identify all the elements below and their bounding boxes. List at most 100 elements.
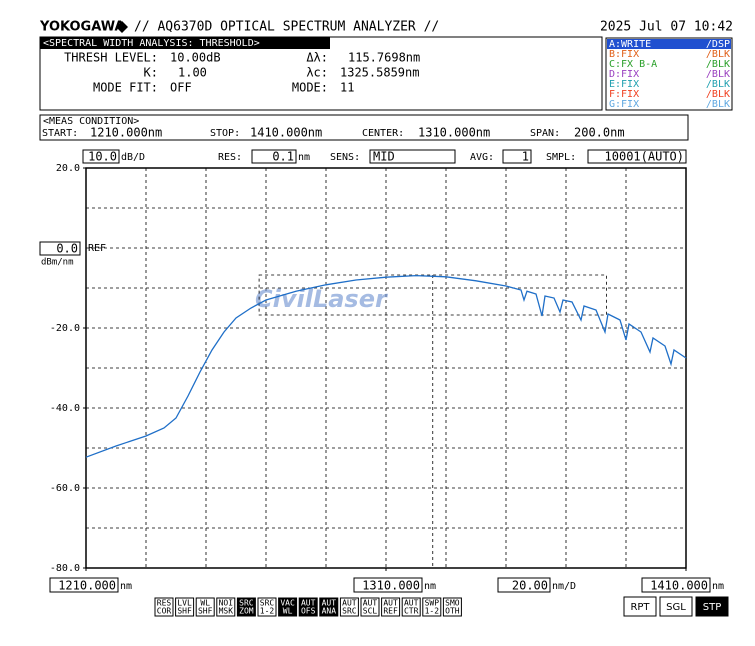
stop-box[interactable]: [641, 577, 711, 593]
softkey-label[interactable]: REF: [383, 607, 398, 616]
trace-state[interactable]: /BLK: [706, 99, 730, 110]
softkey[interactable]: [442, 597, 462, 617]
span-box[interactable]: [497, 577, 551, 593]
run-key[interactable]: [695, 596, 729, 617]
softkey-label[interactable]: AUT: [363, 599, 378, 608]
softkey-label[interactable]: LVL: [177, 599, 192, 608]
value: 200.0nm: [574, 126, 625, 140]
softkey-label[interactable]: AUT: [342, 599, 357, 608]
x-tick-label: 1310.000: [362, 579, 420, 593]
run-key[interactable]: [623, 596, 657, 617]
trace-state[interactable]: /BLK: [706, 49, 730, 60]
label: SENS:: [330, 152, 360, 163]
meas-box: [39, 114, 689, 141]
softkey-label[interactable]: AUT: [301, 599, 316, 608]
scale-box[interactable]: [82, 149, 120, 164]
softkey[interactable]: [360, 597, 380, 617]
trace-state[interactable]: /BLK: [706, 79, 730, 90]
unit: nm: [424, 581, 436, 592]
softkey[interactable]: [298, 597, 318, 617]
sens-box[interactable]: [369, 149, 456, 164]
softkey[interactable]: [236, 597, 256, 617]
trace-state[interactable]: /DSP: [706, 39, 730, 50]
center-box[interactable]: [353, 577, 423, 593]
watermark: CivilLaser: [255, 285, 389, 313]
softkey-label[interactable]: ANA: [322, 607, 337, 616]
res: 0.1: [272, 150, 294, 164]
softkey-label[interactable]: OFS: [301, 607, 316, 616]
avg-box[interactable]: [502, 149, 532, 164]
softkey-label[interactable]: CTR: [404, 607, 419, 616]
softkey-label[interactable]: WL: [283, 607, 293, 616]
softkey[interactable]: [319, 597, 339, 617]
res-box[interactable]: [251, 149, 297, 164]
softkey-label[interactable]: VAC: [280, 599, 295, 608]
softkey[interactable]: [216, 597, 236, 617]
softkey[interactable]: [401, 597, 421, 617]
softkey[interactable]: [154, 597, 174, 617]
y-tick-label: -80.0: [50, 563, 80, 574]
trace-name[interactable]: E:FIX: [609, 79, 639, 90]
softkey-label[interactable]: SRC: [260, 599, 275, 608]
softkey-label[interactable]: SRC: [342, 607, 357, 616]
run-key[interactable]: [659, 596, 693, 617]
datetime: 2025 Jul 07 10:42: [600, 20, 733, 35]
softkey-label[interactable]: SHF: [198, 607, 213, 616]
softkey-label[interactable]: NOI: [219, 599, 234, 608]
softkey-label[interactable]: 1-2: [260, 607, 275, 616]
softkey[interactable]: [422, 597, 442, 617]
softkey-label[interactable]: AUT: [383, 599, 398, 608]
scale-unit: dB/D: [121, 152, 145, 163]
softkey-label[interactable]: SHF: [177, 607, 192, 616]
softkey-label[interactable]: WL: [200, 599, 210, 608]
smpl-box[interactable]: [587, 149, 687, 164]
softkey-label[interactable]: OTH: [445, 607, 460, 616]
softkey-label[interactable]: SMO: [445, 599, 460, 608]
label: SPAN:: [530, 128, 560, 139]
label: CENTER:: [362, 128, 404, 139]
trace-name[interactable]: G:FIX: [609, 99, 639, 110]
trace-state[interactable]: /BLK: [706, 89, 730, 100]
softkey-label[interactable]: COR: [157, 607, 172, 616]
value: OFF: [170, 81, 192, 95]
softkey-label[interactable]: AUT: [404, 599, 419, 608]
softkey[interactable]: [278, 597, 298, 617]
softkey-label[interactable]: SCL: [363, 607, 378, 616]
trace-name[interactable]: A:WRITE: [609, 39, 651, 50]
value: 1410.000nm: [250, 126, 322, 140]
ref: 0.0: [56, 242, 78, 256]
run-key-label[interactable]: RPT: [630, 602, 650, 613]
y-tick-label: -40.0: [50, 403, 80, 414]
trace-name[interactable]: C:FX B-A: [609, 59, 657, 70]
trace-state[interactable]: /BLK: [706, 69, 730, 80]
softkey[interactable]: [381, 597, 401, 617]
avg: 1: [522, 150, 529, 164]
softkey-label[interactable]: 1-2: [425, 607, 440, 616]
title: // AQ6370D OPTICAL SPECTRUM ANALYZER //: [134, 20, 439, 35]
trace-name[interactable]: D:FIX: [609, 69, 639, 80]
softkey-label[interactable]: ZOM: [239, 607, 254, 616]
softkey-label[interactable]: MSK: [219, 607, 234, 616]
softkey[interactable]: [339, 597, 359, 617]
trace-name[interactable]: B:FIX: [609, 49, 639, 60]
start-box[interactable]: [49, 577, 119, 593]
softkey[interactable]: [257, 597, 277, 617]
softkey[interactable]: [175, 597, 195, 617]
softkey-label[interactable]: AUT: [322, 599, 337, 608]
ref-box[interactable]: [39, 241, 81, 256]
trace-panel: [605, 37, 733, 111]
value: 115.7698nm: [348, 51, 420, 65]
label: START:: [42, 128, 78, 139]
run-key-label[interactable]: STP: [703, 602, 722, 613]
label: SMPL:: [546, 152, 576, 163]
run-key-label[interactable]: SGL: [666, 602, 686, 613]
softkey-label[interactable]: SRC: [239, 599, 254, 608]
softkey-label[interactable]: RES: [157, 599, 172, 608]
ref-unit: dBm/nm: [41, 258, 74, 268]
softkey[interactable]: [195, 597, 215, 617]
trace-state[interactable]: /BLK: [706, 59, 730, 70]
softkey-label[interactable]: SWP: [425, 599, 440, 608]
label: λc:: [306, 66, 328, 80]
trace-name[interactable]: F:FIX: [609, 89, 639, 100]
